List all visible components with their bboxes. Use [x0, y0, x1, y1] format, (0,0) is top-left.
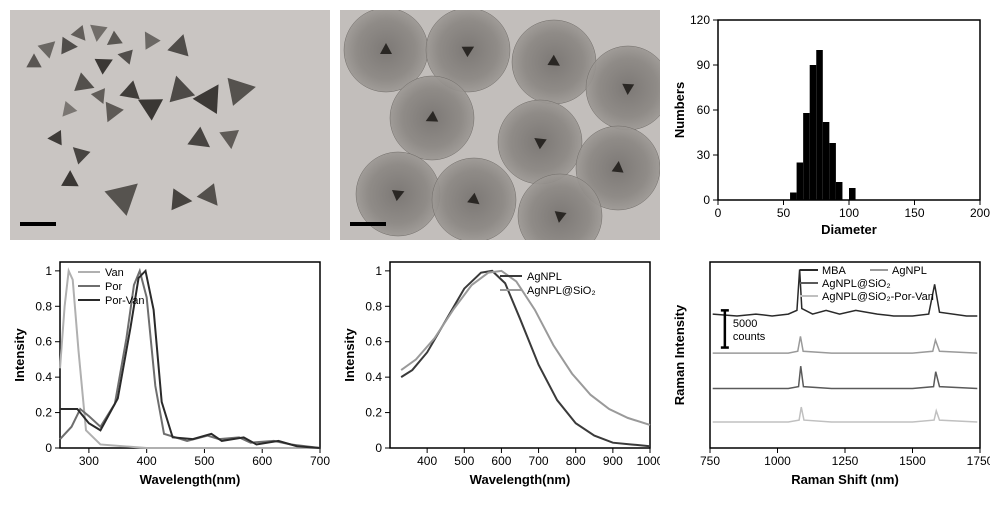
svg-text:750: 750 [700, 454, 720, 468]
tem-image-2 [340, 10, 660, 240]
svg-text:5000: 5000 [733, 318, 757, 330]
svg-text:200: 200 [970, 206, 990, 220]
svg-text:Por: Por [105, 281, 122, 293]
svg-text:Intensity: Intensity [12, 328, 27, 382]
tem-image-1 [10, 10, 330, 240]
svg-text:Raman Shift (nm): Raman Shift (nm) [791, 472, 899, 487]
svg-text:900: 900 [603, 454, 623, 468]
uvvis1-chart: 300 400 500 600 700 0 0.2 0.4 0.6 0.8 1 Wavelength(… [10, 250, 330, 490]
svg-text:90: 90 [697, 58, 711, 72]
svg-text:AgNPL@SiO₂: AgNPL@SiO₂ [822, 278, 891, 290]
svg-text:600: 600 [252, 454, 272, 468]
svg-text:Por-Van: Por-Van [105, 295, 145, 307]
svg-text:0.4: 0.4 [35, 370, 52, 384]
svg-text:Raman Intensity: Raman Intensity [672, 304, 687, 405]
svg-text:400: 400 [417, 454, 437, 468]
svg-text:1000: 1000 [764, 454, 791, 468]
svg-text:AgNPL: AgNPL [892, 265, 927, 277]
svg-text:500: 500 [194, 454, 214, 468]
svg-text:Wavelength(nm): Wavelength(nm) [140, 472, 241, 487]
svg-text:400: 400 [137, 454, 157, 468]
svg-text:1: 1 [375, 264, 382, 278]
svg-text:0: 0 [715, 206, 722, 220]
svg-text:1250: 1250 [832, 454, 859, 468]
svg-text:Van: Van [105, 267, 124, 279]
svg-text:600: 600 [491, 454, 511, 468]
svg-text:Numbers: Numbers [672, 82, 687, 138]
histogram-chart: 0 50 100 150 200 0 30 60 90 120 Diameter Numbers [670, 10, 990, 240]
svg-text:Wavelength(nm): Wavelength(nm) [470, 472, 571, 487]
tem-image-2-panel [340, 10, 660, 240]
svg-text:0.2: 0.2 [365, 406, 382, 420]
svg-text:AgNPL@SiO₂: AgNPL@SiO₂ [527, 285, 596, 297]
histogram-panel: 0 50 100 150 200 0 30 60 90 120 Diameter Numbers [670, 10, 990, 240]
tem-image-1-panel [10, 10, 330, 240]
svg-text:0.2: 0.2 [35, 406, 52, 420]
svg-text:MBA: MBA [822, 265, 847, 277]
raman-chart: 750 1000 1250 1500 1750 Raman Shift (nm) Raman… [670, 250, 990, 490]
uvvis2-chart: 400 500 600 700 800 900 1000 0 0.2 0.4 0.6 0.8 1 Wave… [340, 250, 660, 490]
svg-text:AgNPL@SiO₂-Por-Van: AgNPL@SiO₂-Por-Van [822, 291, 934, 303]
svg-text:120: 120 [690, 13, 710, 27]
svg-text:Diameter: Diameter [821, 222, 877, 237]
svg-text:0: 0 [45, 441, 52, 455]
svg-text:AgNPL: AgNPL [527, 271, 562, 283]
svg-text:0.8: 0.8 [35, 299, 52, 313]
raman-panel: 750 1000 1250 1500 1750 Raman Shift (nm) Raman… [670, 250, 990, 490]
svg-text:800: 800 [566, 454, 586, 468]
svg-text:300: 300 [79, 454, 99, 468]
svg-text:1500: 1500 [899, 454, 926, 468]
svg-text:60: 60 [697, 103, 711, 117]
svg-text:0.8: 0.8 [365, 299, 382, 313]
svg-text:1750: 1750 [967, 454, 990, 468]
svg-text:700: 700 [529, 454, 549, 468]
svg-text:Intensity: Intensity [342, 328, 357, 382]
svg-text:150: 150 [904, 206, 924, 220]
figure-grid: 0501001502000306090120DiameterNumbers 30… [10, 10, 990, 490]
svg-text:30: 30 [697, 148, 711, 162]
svg-text:700: 700 [310, 454, 330, 468]
svg-text:counts: counts [733, 331, 766, 343]
svg-text:100: 100 [839, 206, 859, 220]
svg-text:1000: 1000 [637, 454, 660, 468]
uvvis1-panel: 300 400 500 600 700 0 0.2 0.4 0.6 0.8 1 Wavelength(… [10, 250, 330, 490]
svg-text:0: 0 [703, 193, 710, 207]
svg-text:500: 500 [454, 454, 474, 468]
svg-text:0.6: 0.6 [365, 335, 382, 349]
svg-text:50: 50 [777, 206, 791, 220]
uvvis2-panel: 400 500 600 700 800 900 1000 0 0.2 0.4 0.6 0.8 1 Wave… [340, 250, 660, 490]
svg-text:0: 0 [375, 441, 382, 455]
svg-text:0.4: 0.4 [365, 370, 382, 384]
svg-text:1: 1 [45, 264, 52, 278]
svg-text:0.6: 0.6 [35, 335, 52, 349]
